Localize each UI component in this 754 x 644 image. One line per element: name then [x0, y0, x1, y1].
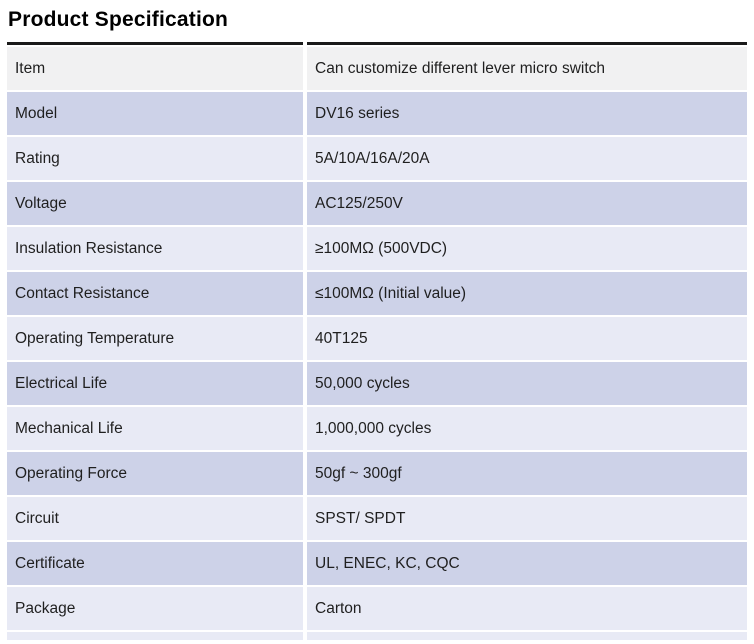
- spec-label-insulation-resistance: Insulation Resistance: [7, 227, 303, 270]
- page-title: Product Specification: [8, 8, 229, 31]
- spec-label-package: Package: [7, 587, 303, 630]
- spec-value-insulation-resistance: ≥100MΩ (500VDC): [307, 227, 747, 270]
- spec-label-circuit: Circuit: [7, 497, 303, 540]
- spec-value-rating: 5A/10A/16A/20A: [307, 137, 747, 180]
- spec-value-certificate: UL, ENEC, KC, CQC: [307, 542, 747, 585]
- spec-value-voltage: AC125/250V: [307, 182, 747, 225]
- spec-label-contact-resistance: Contact Resistance: [7, 272, 303, 315]
- spec-table: Item Can customize different lever micro …: [7, 42, 747, 640]
- spec-label-certificate: Certificate: [7, 542, 303, 585]
- partial-row-left: [7, 632, 303, 640]
- spec-label-mechanical-life: Mechanical Life: [7, 407, 303, 450]
- spec-value-model: DV16 series: [307, 92, 747, 135]
- table-top-rule-right: [307, 42, 747, 45]
- spec-value-operating-force: 50gf ~ 300gf: [307, 452, 747, 495]
- spec-label-item: Item: [7, 47, 303, 90]
- spec-value-operating-temperature: 40T125: [307, 317, 747, 360]
- spec-label-operating-temperature: Operating Temperature: [7, 317, 303, 360]
- spec-value-mechanical-life: 1,000,000 cycles: [307, 407, 747, 450]
- spec-label-rating: Rating: [7, 137, 303, 180]
- partial-row-right: [307, 632, 747, 640]
- spec-value-contact-resistance: ≤100MΩ (Initial value): [307, 272, 747, 315]
- spec-label-electrical-life: Electrical Life: [7, 362, 303, 405]
- spec-value-circuit: SPST/ SPDT: [307, 497, 747, 540]
- spec-label-voltage: Voltage: [7, 182, 303, 225]
- table-top-rule-left: [7, 42, 303, 45]
- spec-label-operating-force: Operating Force: [7, 452, 303, 495]
- spec-value-electrical-life: 50,000 cycles: [307, 362, 747, 405]
- spec-value-item: Can customize different lever micro swit…: [307, 47, 747, 90]
- spec-label-model: Model: [7, 92, 303, 135]
- spec-value-package: Carton: [307, 587, 747, 630]
